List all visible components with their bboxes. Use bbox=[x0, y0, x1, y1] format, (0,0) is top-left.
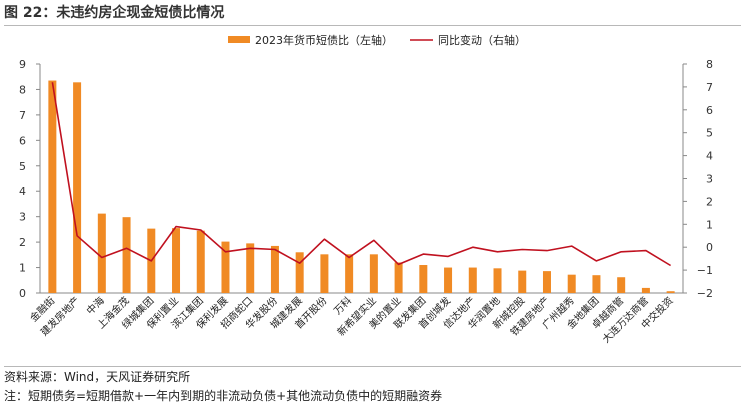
legend-line-label: 同比变动（右轴） bbox=[438, 33, 526, 47]
note-text: 注：短期债务=短期借款+一年内到期的非流动负债+其他流动负债中的短期融资券 bbox=[4, 389, 443, 403]
left-tick-label: 7 bbox=[19, 109, 26, 122]
left-tick-label: 6 bbox=[19, 134, 26, 147]
bar bbox=[48, 80, 57, 294]
bar bbox=[394, 262, 403, 293]
bar bbox=[73, 82, 82, 293]
bar bbox=[444, 267, 453, 293]
line-path bbox=[51, 82, 672, 267]
right-tick-label: 2 bbox=[706, 195, 713, 208]
left-tick-label: 1 bbox=[19, 262, 26, 275]
right-tick-label: −2 bbox=[697, 287, 713, 300]
bar bbox=[542, 271, 551, 293]
category-label: 中海 bbox=[84, 294, 107, 317]
left-tick-label: 0 bbox=[19, 287, 26, 300]
left-tick-label: 4 bbox=[19, 185, 26, 198]
bar bbox=[518, 270, 527, 293]
right-tick-label: 6 bbox=[706, 104, 713, 117]
bar bbox=[270, 245, 279, 293]
bar bbox=[246, 243, 255, 293]
bar bbox=[295, 252, 304, 293]
bar bbox=[172, 228, 181, 293]
right-tick-label: 3 bbox=[706, 173, 713, 186]
bar bbox=[641, 287, 650, 293]
line-series bbox=[51, 82, 672, 267]
bar bbox=[419, 265, 428, 293]
left-tick-label: 3 bbox=[19, 211, 26, 224]
bar bbox=[97, 213, 106, 293]
bar bbox=[567, 274, 576, 293]
source-text: 资料来源：Wind，天风证券研究所 bbox=[4, 370, 191, 384]
axes: 0 1 2 3 4 5 6 7 8 9 −2 −1 0 1 2 3 4 5 6 7 8 bbox=[19, 58, 713, 300]
left-tick-label: 8 bbox=[19, 83, 26, 96]
left-tick-label: 2 bbox=[19, 236, 26, 249]
left-tick-label: 9 bbox=[19, 58, 26, 71]
bar bbox=[493, 268, 502, 293]
bar bbox=[345, 254, 354, 293]
bar bbox=[592, 275, 601, 293]
right-tick-label: 0 bbox=[706, 241, 713, 254]
legend-bar-swatch bbox=[228, 36, 250, 43]
right-tick-label: 4 bbox=[706, 150, 713, 163]
right-tick-label: 1 bbox=[706, 218, 713, 231]
category-label: 万科 bbox=[331, 294, 354, 317]
bar bbox=[617, 277, 626, 293]
figure-title: 图 22：未违约房企现金短债比情况 bbox=[4, 3, 741, 26]
chart: 2023年货币短债比（左轴） 同比变动（右轴） 0 1 2 3 4 5 6 7 8 9 −2 −1 0 1 2… bbox=[19, 33, 713, 346]
footer-divider bbox=[4, 366, 741, 367]
bar bbox=[468, 267, 477, 293]
bar bbox=[369, 254, 378, 293]
legend: 2023年货币短债比（左轴） 同比变动（右轴） bbox=[228, 33, 526, 47]
legend-bar-label: 2023年货币短债比（左轴） bbox=[255, 33, 393, 47]
bar bbox=[196, 230, 205, 293]
right-tick-label: 8 bbox=[706, 58, 713, 71]
bar bbox=[221, 241, 230, 293]
right-tick-label: −1 bbox=[697, 264, 713, 277]
left-tick-label: 5 bbox=[19, 160, 26, 173]
bar bbox=[666, 291, 675, 293]
right-tick-label: 7 bbox=[706, 81, 713, 94]
right-tick-label: 5 bbox=[706, 127, 713, 140]
bar bbox=[320, 254, 329, 293]
bar bbox=[122, 217, 131, 293]
bar-series bbox=[48, 80, 675, 294]
